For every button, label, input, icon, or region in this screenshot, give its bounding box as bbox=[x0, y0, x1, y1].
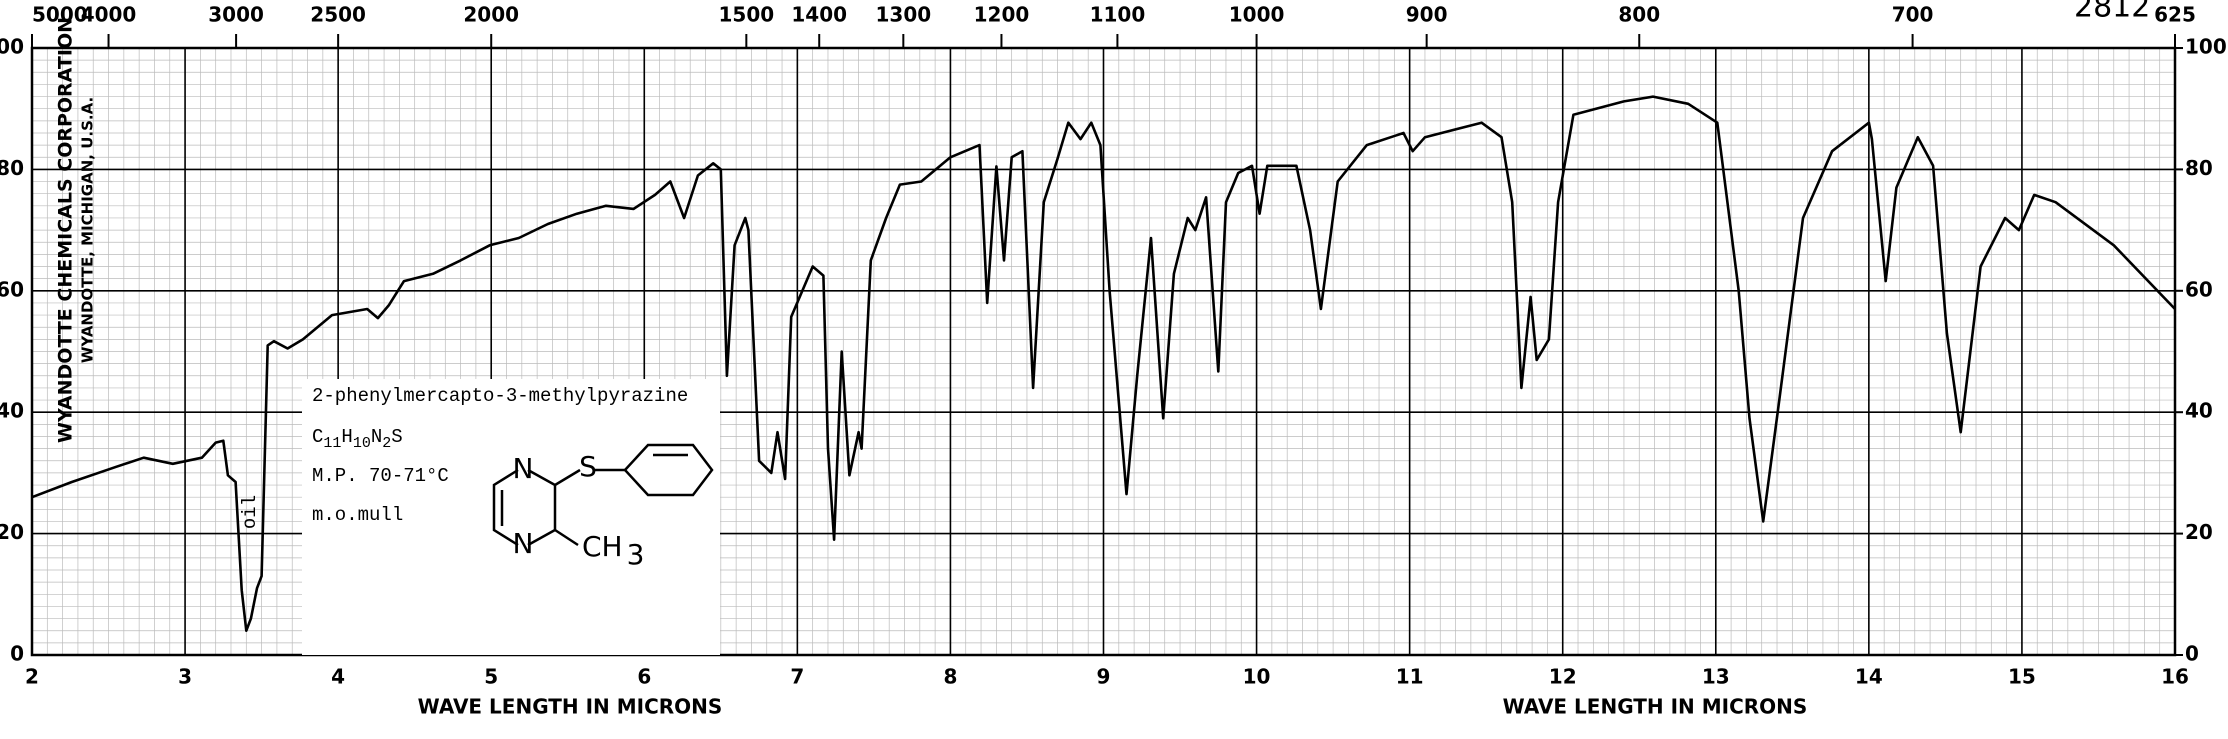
code-annotation: 2812 bbox=[2074, 0, 2150, 25]
compound-background bbox=[302, 379, 720, 655]
x-tick-label: 13 bbox=[1702, 665, 1730, 689]
y-tick-label: 60 bbox=[0, 277, 24, 301]
thio-bonds bbox=[554, 468, 625, 487]
x2-tick-label: 625 bbox=[2154, 3, 2196, 27]
compound-box: 2-phenylmercapto-3-methylpyrazine C11H10… bbox=[302, 379, 720, 655]
x2-tick-label: 1200 bbox=[974, 3, 1030, 27]
x2-tick-label: 800 bbox=[1618, 3, 1660, 27]
methyl-label: CH 3 bbox=[582, 530, 644, 571]
company-label: WYANDOTTE CHEMICALS CORPORATION bbox=[55, 17, 77, 443]
x-tick-label: 12 bbox=[1549, 665, 1577, 689]
y2-tick-label: 0 bbox=[2185, 642, 2199, 666]
x2-tick-label: 700 bbox=[1892, 3, 1934, 27]
y2-tick-label: 20 bbox=[2185, 520, 2213, 544]
spectrum-line bbox=[31, 95, 2176, 632]
plot-frame bbox=[30, 46, 2177, 657]
x-tick-label: 7 bbox=[790, 665, 804, 689]
x2-tick-label: 2000 bbox=[463, 3, 519, 27]
x-axis-title: WAVE LENGTH IN MICRONS bbox=[1503, 695, 1808, 719]
melting-point: M.P. 70-71°C bbox=[312, 465, 449, 487]
x-axis-title: WAVE LENGTH IN MICRONS bbox=[418, 695, 723, 719]
x-tick-label: 11 bbox=[1396, 665, 1424, 689]
n-atom: N bbox=[513, 527, 534, 560]
x-tick-label: 14 bbox=[1855, 665, 1883, 689]
y-tick-label: 80 bbox=[0, 156, 24, 180]
oil-label: oil bbox=[239, 495, 261, 529]
y2-tick-label: 60 bbox=[2185, 277, 2213, 301]
pyrazine-ring bbox=[492, 468, 557, 547]
x2-tick-label: 1300 bbox=[875, 3, 931, 27]
x-tick-label: 15 bbox=[2008, 665, 2036, 689]
x-tick-label: 6 bbox=[637, 665, 651, 689]
x2-tick-label: 4000 bbox=[81, 3, 137, 27]
methyl-bond bbox=[554, 528, 579, 547]
y2-tick-label: 100 bbox=[2185, 35, 2227, 59]
x-tick-label: 10 bbox=[1243, 665, 1271, 689]
x2-tick-label: 2500 bbox=[310, 3, 366, 27]
y-tick-label: 20 bbox=[0, 520, 24, 544]
y-tick-label: 0 bbox=[10, 642, 24, 666]
n-atom: N bbox=[513, 452, 534, 485]
x2-tick-label: 1500 bbox=[718, 3, 774, 27]
x2-tick-label: 1100 bbox=[1090, 3, 1146, 27]
formula: C11H10N2S bbox=[312, 426, 403, 452]
method: m.o.mull bbox=[312, 504, 403, 526]
phenyl-ring bbox=[623, 443, 714, 497]
compound-name: 2-phenylmercapto-3-methylpyrazine bbox=[312, 385, 688, 407]
y-tick-label: 00 bbox=[0, 35, 24, 59]
x-tick-label: 4 bbox=[331, 665, 345, 689]
x-tick-label: 3 bbox=[178, 665, 192, 689]
x-tick-label: 9 bbox=[1097, 665, 1111, 689]
structure bbox=[492, 443, 714, 547]
y2-tick-label: 80 bbox=[2185, 156, 2213, 180]
y2-tick-label: 40 bbox=[2185, 399, 2213, 423]
x-tick-label: 5 bbox=[484, 665, 498, 689]
x2-tick-label: 1000 bbox=[1229, 3, 1285, 27]
x2-tick-label: 1400 bbox=[791, 3, 847, 27]
y-tick-label: 40 bbox=[0, 399, 24, 423]
x2-tick-label: 900 bbox=[1406, 3, 1448, 27]
s-atom: S bbox=[579, 450, 597, 483]
location-label: WYANDOTTE, MICHIGAN, U.S.A. bbox=[79, 97, 97, 363]
x-tick-label: 8 bbox=[943, 665, 957, 689]
x2-tick-label: 5000 bbox=[32, 3, 88, 27]
x-tick-label: 2 bbox=[25, 665, 39, 689]
x2-tick-label: 3000 bbox=[208, 3, 264, 27]
x-tick-label: 16 bbox=[2161, 665, 2189, 689]
